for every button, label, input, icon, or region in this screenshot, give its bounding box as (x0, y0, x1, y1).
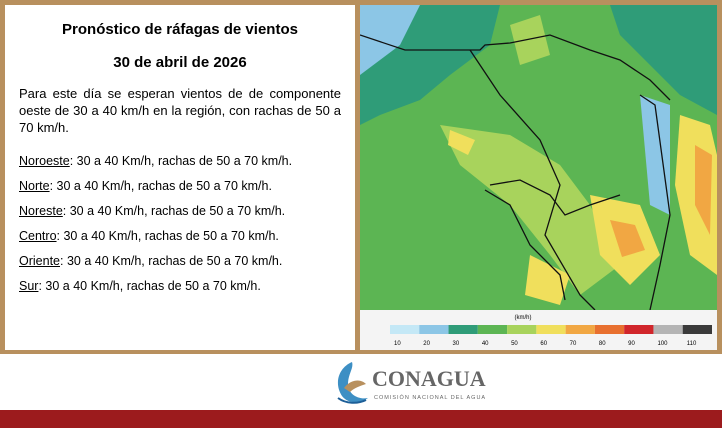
legend-tick-label: 20 (423, 341, 430, 347)
border (489, 179, 621, 216)
legend-swatch (507, 325, 537, 334)
footer-bar (0, 410, 722, 428)
region: Norte: 30 a 40 Km/h, rachas de 50 a 70 k… (19, 179, 341, 193)
legend-tick-label: 60 (540, 341, 547, 347)
region: Oriente: 30 a 40 Km/h, rachas de 50 a 70… (19, 254, 341, 268)
legend: 10 20 30 40 50 60 70 80 90 100 110 (390, 325, 712, 347)
legend-swatch (390, 325, 420, 334)
title: Pronóstico de ráfagas de vientos (62, 21, 298, 38)
region-detail: : 30 a 40 Km/h, rachas de 50 a 70 km/h. (38, 279, 261, 293)
legend-swatch (565, 325, 595, 334)
logo-subtitle: COMISIÓN NACIONAL DEL AGUA (374, 394, 486, 401)
region-name: Centro (19, 229, 57, 243)
region-name: Norte (19, 179, 50, 193)
legend-tick-label: 80 (599, 341, 606, 347)
map-area (440, 125, 620, 295)
border (360, 34, 671, 101)
region: Noroeste: 30 a 40 Km/h, rachas de 50 a 7… (19, 154, 341, 168)
map-area (448, 130, 475, 155)
legend-tick-label: 110 (687, 341, 697, 347)
region: Centro: 30 a 40 Km/h, rachas de 50 a 70 … (19, 229, 341, 243)
legend-swatch (653, 325, 683, 334)
coast (484, 189, 566, 301)
region-detail: : 30 a 40 Km/h, rachas de 50 a 70 km/h. (56, 229, 279, 243)
region: Sur: 30 a 40 Km/h, rachas de 50 a 70 km/… (19, 279, 341, 293)
legend-tick-label: 70 (570, 341, 577, 347)
intro: Para este día se esperan vientos de de c… (19, 86, 341, 135)
legend-tick-label: 50 (511, 341, 518, 347)
legend-swatch (419, 325, 449, 334)
map-area (610, 5, 717, 115)
region-detail: : 30 a 40 Km/h, rachas de 50 a 70 km/h. (62, 204, 286, 218)
region-name: Oriente (19, 254, 60, 268)
region-name: Noroeste (19, 154, 70, 168)
legend-tick-label: 90 (628, 341, 635, 347)
region-name: Sur (19, 279, 39, 293)
text-panel: Pronóstico de ráfagas de vientos 30 de a… (5, 5, 355, 350)
map-area (610, 220, 645, 257)
region-detail: : 30 a 40 Km/h, rachas de 50 a 70 km/h. (49, 179, 272, 193)
region-detail: : 30 a 40 Km/h, rachas de 50 a 70 km/h. (60, 254, 283, 268)
map: (km/h) 10 20 30 40 50 60 70 80 90 100 110 (360, 5, 717, 350)
map-area (525, 255, 570, 305)
region-list: Noroeste: 30 a 40 Km/h, rachas de 50 a 7… (19, 154, 341, 293)
region: Noreste: 30 a 40 Km/h, rachas de 50 a 70… (19, 204, 341, 218)
border (469, 49, 596, 311)
legend-swatch (624, 325, 654, 334)
date: 30 de abril de 2026 (113, 54, 247, 71)
legend-swatch (448, 325, 478, 334)
legend-swatch (594, 325, 625, 334)
logo-mark (337, 397, 367, 404)
logo-mark (344, 380, 366, 392)
logo: CONAGUA COMISIÓN NACIONAL DEL AGUA (337, 362, 486, 404)
map-area (510, 15, 550, 65)
legend-swatch (477, 325, 508, 334)
logo-name: CONAGUA (372, 366, 486, 391)
map-area (695, 145, 712, 235)
legend-tick-label: 10 (394, 341, 401, 347)
legend-unit: (km/h) (515, 315, 532, 321)
map-area (360, 5, 420, 75)
legend-swatch (536, 325, 566, 334)
region-detail: : 30 a 40 Km/h, rachas de 50 a 70 km/h. (69, 154, 293, 168)
legend-tick-label: 30 (453, 341, 460, 347)
legend-tick-label: 40 (482, 341, 489, 347)
legend-tick-label: 100 (657, 341, 668, 347)
logo-mark (337, 362, 368, 403)
border (639, 94, 671, 311)
legend-swatch (682, 325, 712, 334)
map-area (640, 95, 670, 215)
region-name: Noreste (19, 204, 63, 218)
